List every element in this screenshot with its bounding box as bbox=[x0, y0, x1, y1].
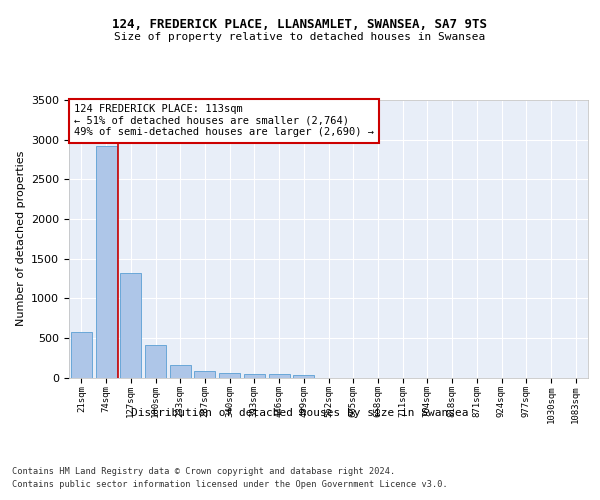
Bar bbox=[293, 374, 314, 378]
Y-axis label: Number of detached properties: Number of detached properties bbox=[16, 151, 26, 326]
Text: Size of property relative to detached houses in Swansea: Size of property relative to detached ho… bbox=[115, 32, 485, 42]
Bar bbox=[219, 372, 240, 378]
Bar bbox=[145, 345, 166, 378]
Text: Contains HM Land Registry data © Crown copyright and database right 2024.: Contains HM Land Registry data © Crown c… bbox=[12, 468, 395, 476]
Text: Distribution of detached houses by size in Swansea: Distribution of detached houses by size … bbox=[131, 408, 469, 418]
Bar bbox=[95, 146, 116, 378]
Text: 124 FREDERICK PLACE: 113sqm
← 51% of detached houses are smaller (2,764)
49% of : 124 FREDERICK PLACE: 113sqm ← 51% of det… bbox=[74, 104, 374, 138]
Text: Contains public sector information licensed under the Open Government Licence v3: Contains public sector information licen… bbox=[12, 480, 448, 489]
Bar bbox=[170, 365, 191, 378]
Bar bbox=[244, 374, 265, 378]
Bar bbox=[194, 371, 215, 378]
Text: 124, FREDERICK PLACE, LLANSAMLET, SWANSEA, SA7 9TS: 124, FREDERICK PLACE, LLANSAMLET, SWANSE… bbox=[113, 18, 487, 30]
Bar bbox=[120, 273, 141, 378]
Bar bbox=[269, 374, 290, 378]
Bar bbox=[71, 332, 92, 378]
